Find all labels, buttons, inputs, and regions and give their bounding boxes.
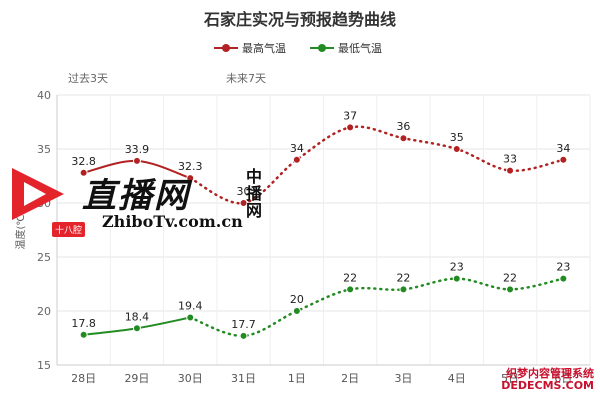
data-label: 23 [556, 261, 570, 274]
x-tick-label: 30日 [178, 372, 203, 385]
y-tick-label: 15 [37, 359, 51, 372]
data-point [186, 313, 195, 322]
data-label: 18.4 [125, 310, 150, 323]
data-label: 37 [343, 109, 357, 122]
data-point [239, 331, 248, 340]
x-tick-label: 28日 [71, 372, 96, 385]
x-tick-label: 3日 [394, 372, 412, 385]
data-label: 22 [343, 271, 357, 284]
data-point [79, 168, 88, 177]
data-label: 19.4 [178, 299, 203, 312]
data-point [399, 285, 408, 294]
data-label: 23 [450, 261, 464, 274]
play-icon-inner [24, 182, 46, 206]
data-point [79, 330, 88, 339]
x-tick-label: 31日 [231, 372, 256, 385]
logo-text: 直播网 [82, 176, 190, 216]
data-label: 36 [396, 120, 410, 133]
data-point [452, 274, 461, 283]
legend-label-low: 最低气温 [338, 42, 382, 55]
legend-swatch-low [310, 43, 334, 53]
data-label: 33 [503, 153, 517, 166]
y-tick-label: 40 [37, 89, 51, 102]
site-logo: 直播网 ZhiboTv.com.cn 中播网 十八腔 [12, 168, 262, 238]
data-point [186, 174, 195, 183]
chart-legend: 最高气温 最低气温 [214, 40, 382, 56]
data-label: 17.8 [71, 317, 96, 330]
y-tick-label: 20 [37, 305, 51, 318]
x-tick-label: 2日 [341, 372, 359, 385]
x-tick-label: 4日 [448, 372, 466, 385]
series-line-forecast-0 [189, 125, 565, 205]
legend-swatch-high [214, 43, 238, 53]
data-point [292, 155, 301, 164]
data-label: 32.3 [178, 160, 203, 173]
data-label: 34 [556, 142, 570, 155]
x-tick-label: 6日 [554, 372, 572, 385]
x-tick-label: 5日 [501, 372, 519, 385]
data-point [559, 274, 568, 283]
y-tick-label: 25 [37, 251, 51, 264]
data-point [559, 155, 568, 164]
legend-item-low[interactable]: 最低气温 [310, 40, 382, 56]
data-label: 33.9 [125, 143, 150, 156]
logo-side-text: 中播网 [245, 167, 262, 220]
series-line-forecast-1 [189, 277, 565, 338]
period-label-past: 过去3天 [68, 72, 108, 85]
watermark: 织梦内容管理系统 DEDECMS.COM [501, 367, 594, 392]
x-tick-label: 1日 [288, 372, 306, 385]
data-label: 20 [290, 293, 304, 306]
data-label: 34 [290, 142, 304, 155]
data-label: 22 [503, 271, 517, 284]
data-point [346, 285, 355, 294]
data-point [506, 285, 515, 294]
data-label: 22 [396, 271, 410, 284]
data-point [239, 199, 248, 207]
y-axis-label: 温度(℃) [14, 210, 27, 249]
data-label: 35 [450, 131, 464, 144]
data-label: 17.7 [231, 318, 256, 331]
data-point [132, 324, 141, 333]
y-tick-label: 35 [37, 143, 51, 156]
logo-badge: 十八腔 [52, 222, 86, 237]
data-point [399, 134, 408, 143]
x-tick-label: 29日 [124, 372, 149, 385]
data-point [452, 145, 461, 153]
data-point [346, 123, 355, 132]
logo-url: ZhiboTv.com.cn [102, 212, 243, 231]
legend-item-high[interactable]: 最高气温 [214, 40, 286, 56]
data-point [132, 156, 141, 165]
data-label: 32.8 [71, 155, 96, 168]
period-label-future: 未来7天 [226, 72, 266, 85]
chart-title: 石家庄实况与预报趋势曲线 [203, 10, 396, 29]
legend-label-high: 最高气温 [242, 42, 286, 55]
data-point [506, 166, 515, 175]
data-label: 30 [237, 185, 251, 198]
data-point [292, 307, 301, 315]
